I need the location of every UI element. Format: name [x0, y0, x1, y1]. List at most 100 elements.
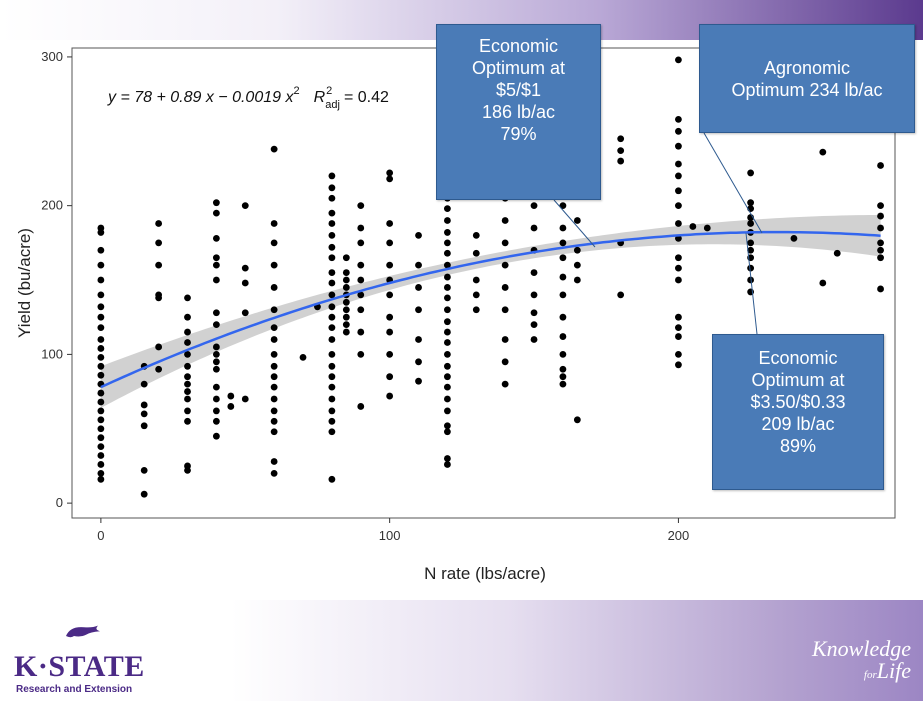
data-point — [328, 407, 336, 415]
data-point — [444, 395, 451, 403]
data-point — [501, 239, 509, 247]
data-point — [328, 194, 336, 202]
callout-economic-optimum-5: Economic Optimum at $5/$1 186 lb/ac 79% — [436, 24, 601, 200]
data-point — [675, 142, 682, 150]
data-point — [184, 313, 191, 321]
data-point — [444, 229, 451, 236]
data-point — [675, 172, 682, 180]
data-point — [184, 395, 191, 403]
data-point — [241, 264, 249, 272]
data-point — [675, 115, 682, 123]
data-point — [415, 232, 422, 239]
data-point — [877, 285, 884, 293]
data-point — [559, 333, 567, 340]
data-point — [444, 362, 451, 370]
data-point — [212, 407, 220, 415]
callout-pointer-agronomic — [703, 132, 763, 234]
data-point — [617, 291, 625, 299]
y-tick-label: 300 — [41, 49, 63, 64]
data-point — [747, 220, 755, 227]
data-point — [155, 239, 163, 247]
data-point — [530, 336, 538, 343]
data-point — [472, 306, 480, 314]
data-point — [444, 294, 451, 302]
x-tick-label: 200 — [668, 528, 690, 543]
data-point — [140, 410, 148, 418]
data-point — [444, 306, 451, 314]
data-point — [270, 350, 278, 358]
data-point — [184, 294, 191, 302]
data-point — [212, 432, 220, 440]
data-point — [97, 353, 105, 361]
data-point — [357, 306, 365, 314]
data-point — [328, 350, 336, 358]
data-point — [184, 373, 191, 381]
data-point — [675, 361, 682, 369]
data-point — [573, 416, 581, 424]
data-point — [184, 407, 191, 415]
data-point — [444, 339, 451, 346]
data-point — [530, 224, 538, 232]
data-point — [97, 291, 105, 299]
data-point — [444, 428, 451, 436]
data-point — [357, 276, 365, 284]
data-point — [386, 291, 394, 299]
data-point — [675, 333, 682, 340]
data-point — [877, 162, 884, 169]
data-point — [184, 362, 191, 370]
data-point — [97, 469, 105, 477]
confidence-band-area — [100, 214, 881, 408]
data-point — [328, 303, 336, 311]
data-point — [212, 350, 220, 358]
data-point — [559, 202, 567, 210]
data-point — [328, 428, 336, 436]
data-point — [675, 56, 682, 64]
x-axis-label: N rate (lbs/acre) — [424, 564, 546, 583]
data-point — [212, 199, 220, 207]
data-point — [212, 358, 220, 366]
data-point — [703, 224, 711, 232]
data-point — [386, 239, 394, 247]
data-point — [328, 313, 336, 321]
data-point — [386, 350, 394, 358]
data-point — [386, 175, 394, 183]
data-point — [212, 276, 220, 284]
data-point — [342, 254, 350, 262]
data-point — [415, 261, 422, 269]
data-point — [790, 234, 798, 242]
data-point — [617, 135, 625, 143]
callout-line: Optimum 234 lb/ac — [731, 80, 883, 100]
callout-line: Economic — [758, 348, 838, 368]
data-point — [328, 243, 336, 251]
data-point — [212, 343, 220, 351]
data-point — [444, 318, 451, 326]
data-point — [675, 264, 682, 272]
data-point — [444, 373, 451, 381]
data-point — [559, 239, 567, 247]
data-point — [819, 279, 827, 287]
callout-line: Economic — [478, 36, 559, 56]
data-point — [444, 205, 451, 213]
data-point — [184, 339, 191, 346]
data-point — [328, 279, 336, 287]
axes: 0 100 200 0 100 200 300 — [41, 49, 689, 543]
data-point — [97, 443, 105, 451]
data-point — [501, 284, 509, 291]
data-point — [559, 380, 567, 388]
data-point — [328, 254, 336, 262]
data-point — [270, 469, 278, 477]
data-point — [328, 383, 336, 391]
data-point — [270, 428, 278, 436]
fit-equation: y = 78 + 0.89 x − 0.0019 x2 R2 adj = 0.42 — [107, 85, 389, 111]
data-point — [212, 321, 220, 329]
data-point — [270, 239, 278, 247]
data-point — [472, 249, 480, 257]
fit-curve — [100, 230, 881, 389]
data-point — [155, 343, 163, 351]
wildcat-logo-icon — [66, 625, 100, 638]
data-point — [444, 407, 451, 415]
callout-line: Optimum at — [471, 58, 566, 78]
data-point — [559, 365, 567, 373]
data-point — [97, 276, 105, 284]
data-point — [530, 291, 538, 299]
